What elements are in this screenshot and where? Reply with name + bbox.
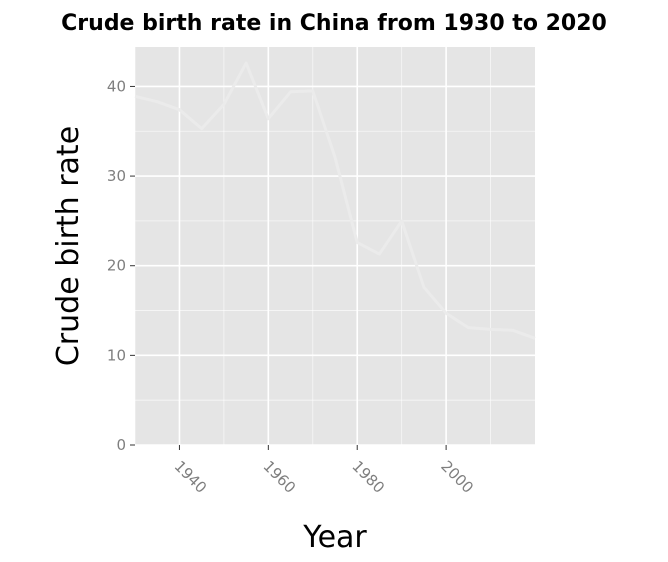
y-tick-label: 10 xyxy=(107,346,126,364)
y-tick-label: 30 xyxy=(107,167,126,185)
x-tick-label: 1960 xyxy=(260,457,300,497)
y-axis-title: Crude birth rate xyxy=(51,126,86,366)
y-tick-label: 0 xyxy=(116,436,126,454)
y-tick-label: 40 xyxy=(107,77,126,95)
x-axis-title: Year xyxy=(302,520,367,555)
y-tick-label: 20 xyxy=(107,257,126,275)
plot-panel xyxy=(135,47,535,445)
grid xyxy=(134,47,535,446)
x-tick-label: 1940 xyxy=(171,457,211,497)
x-tick-label: 1980 xyxy=(348,457,388,497)
x-tick-label: 2000 xyxy=(437,457,477,497)
chart-title: Crude birth rate in China from 1930 to 2… xyxy=(61,11,607,36)
birth-rate-line xyxy=(134,61,536,340)
